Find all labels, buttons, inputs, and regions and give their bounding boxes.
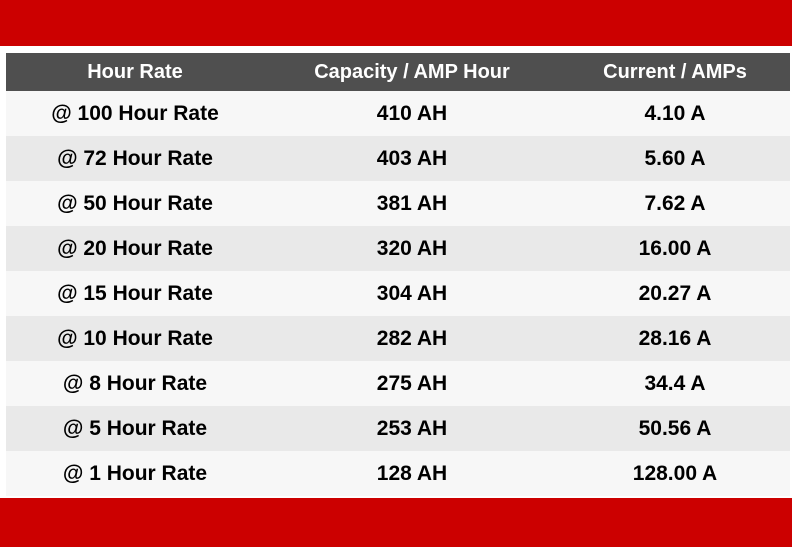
- hour-rate-cell: @ 8 Hour Rate: [62, 371, 208, 395]
- current-cell: 7.62 A: [644, 191, 706, 215]
- capacity-cell: 282 AH: [376, 326, 448, 350]
- table-row: @ 72 Hour Rate 403 AH 5.60 A: [6, 136, 790, 181]
- bottom-red-band: [0, 498, 792, 547]
- header-current: Current / AMPs: [603, 60, 747, 83]
- hour-rate-cell: @ 15 Hour Rate: [57, 281, 213, 305]
- table-row: @ 20 Hour Rate 320 AH 16.00 A: [6, 226, 790, 271]
- hour-rate-cell: @ 1 Hour Rate: [62, 461, 208, 485]
- table-row: @ 15 Hour Rate 304 AH 20.27 A: [6, 271, 790, 316]
- top-red-band: [0, 0, 792, 46]
- table-row: @ 8 Hour Rate 275 AH 34.4 A: [6, 361, 790, 406]
- table-header-row: Hour Rate Capacity / AMP Hour Current / …: [6, 53, 790, 91]
- current-cell: 20.27 A: [638, 281, 712, 305]
- current-cell: 16.00 A: [638, 236, 712, 260]
- current-cell: 28.16 A: [638, 326, 712, 350]
- capacity-cell: 275 AH: [376, 371, 448, 395]
- hour-rate-cell: @ 50 Hour Rate: [57, 191, 213, 215]
- table-row: @ 100 Hour Rate 410 AH 4.10 A: [6, 91, 790, 136]
- table-row: @ 50 Hour Rate 381 AH 7.62 A: [6, 181, 790, 226]
- hour-rate-cell: @ 10 Hour Rate: [57, 326, 213, 350]
- hour-rate-cell: @ 100 Hour Rate: [51, 101, 219, 125]
- capacity-cell: 320 AH: [376, 236, 448, 260]
- capacity-cell: 253 AH: [376, 416, 448, 440]
- capacity-cell: 304 AH: [376, 281, 448, 305]
- current-cell: 5.60 A: [644, 146, 706, 170]
- table-row: @ 1 Hour Rate 128 AH 128.00 A: [6, 451, 790, 496]
- table-row: @ 10 Hour Rate 282 AH 28.16 A: [6, 316, 790, 361]
- capacity-cell: 410 AH: [376, 101, 448, 125]
- hour-rate-cell: @ 5 Hour Rate: [62, 416, 208, 440]
- capacity-cell: 403 AH: [376, 146, 448, 170]
- current-cell: 34.4 A: [644, 371, 706, 395]
- current-cell: 50.56 A: [638, 416, 712, 440]
- capacity-cell: 128 AH: [376, 461, 448, 485]
- header-hour-rate: Hour Rate: [87, 60, 183, 83]
- table-row: @ 5 Hour Rate 253 AH 50.56 A: [6, 406, 790, 451]
- header-capacity: Capacity / AMP Hour: [314, 60, 510, 83]
- hour-rate-cell: @ 20 Hour Rate: [57, 236, 213, 260]
- current-cell: 128.00 A: [632, 461, 718, 485]
- current-cell: 4.10 A: [644, 101, 706, 125]
- hour-rate-cell: @ 72 Hour Rate: [57, 146, 213, 170]
- capacity-cell: 381 AH: [376, 191, 448, 215]
- capacity-table: Hour Rate Capacity / AMP Hour Current / …: [6, 53, 790, 496]
